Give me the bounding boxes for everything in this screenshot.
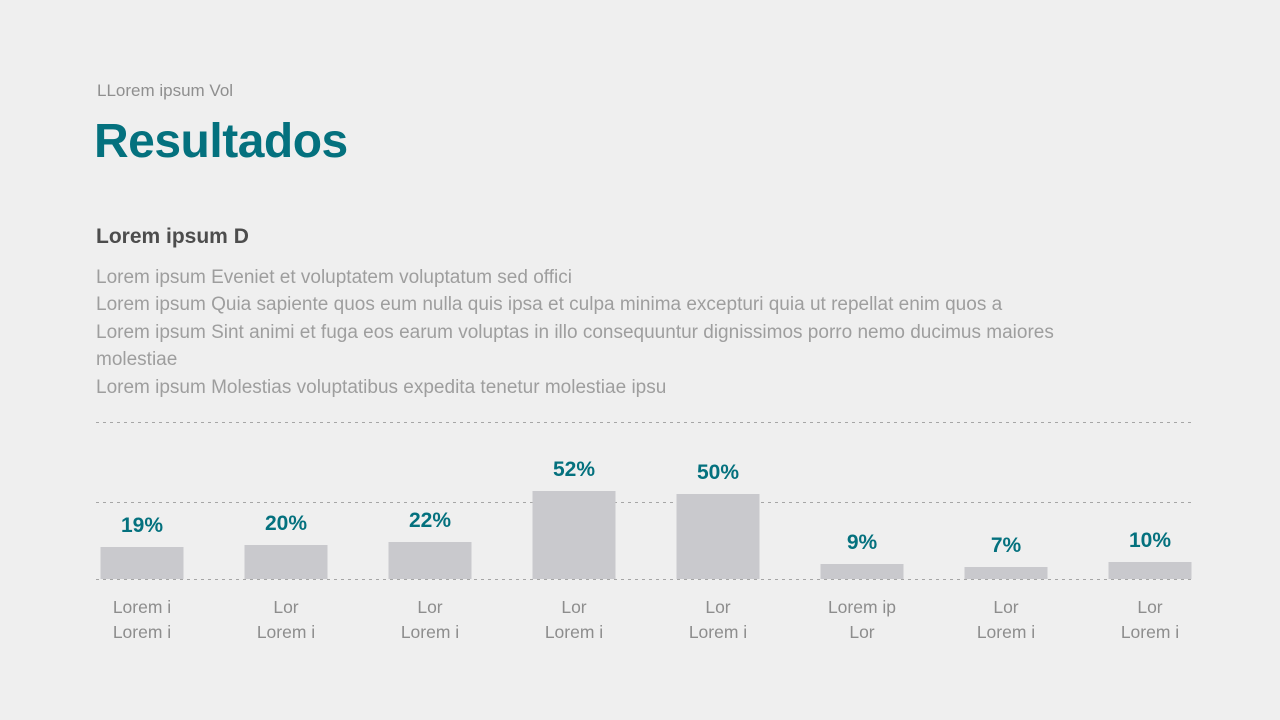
bar-value-label: 22%: [408, 508, 452, 532]
bar-category-label: Lor Lorem i: [1120, 597, 1180, 642]
bar: [1108, 562, 1192, 579]
slide-title: Resultados: [94, 115, 348, 168]
bar-value-label: 20%: [264, 512, 308, 535]
bar-column: 19% Lorem i Lorem i: [70, 445, 214, 660]
bar-category-label: Lorem i Lorem i: [112, 597, 172, 642]
body-text-line: Lorem ipsum Sint animi et fuga eos earum…: [96, 321, 1054, 371]
bar-column: 10% Lor Lorem i: [1078, 445, 1222, 660]
bar: [100, 546, 184, 579]
chart-gridline: [96, 502, 1192, 503]
bar: [532, 490, 616, 579]
bar-column: 20% Lor Lorem i: [214, 445, 358, 660]
bar: [388, 541, 472, 579]
bar-category-label: Lor Lorem i: [688, 597, 748, 642]
bar-value-label: 9%: [846, 530, 878, 554]
bar: [820, 563, 904, 579]
bar-category-label: Lor Lorem i: [976, 597, 1036, 642]
chart-baseline: [96, 579, 1192, 580]
bar-column: 7% Lor Lorem i: [934, 445, 1078, 660]
bar: [676, 494, 760, 579]
body-text-line: Lorem ipsum Molestias voluptatibus exped…: [96, 376, 667, 398]
bar-column: 9% Lorem ip Lor: [790, 445, 934, 660]
slide-kicker: LLorem ipsum Vol: [97, 81, 234, 100]
bar-category-label: Lor Lorem i: [400, 597, 460, 642]
bar: [244, 545, 328, 579]
bar-category-label: Lor Lorem i: [256, 597, 316, 642]
body-text-line: Lorem ipsum Quia sapiente quos eum nulla…: [96, 294, 1003, 316]
body-text-line: Lorem ipsum Eveniet et voluptatem volupt…: [96, 267, 572, 288]
bar-value-label: 7%: [990, 534, 1022, 558]
bar-value-label: 19%: [120, 513, 164, 537]
bar-category-label: Lorem ip Lor: [827, 597, 897, 642]
bar-column: 22% Lor Lorem i: [358, 445, 502, 660]
bar-category-label: Lor Lorem i: [544, 597, 604, 642]
bar-value-label: 10%: [1128, 529, 1172, 552]
bar-column: 50% Lor Lorem i: [646, 445, 790, 660]
bar-chart-columns: 19% Lorem i Lorem i 20% Lor Lorem i 22% Lor Lore…: [70, 445, 1222, 660]
bar-value-label: 52%: [552, 457, 596, 481]
bar: [964, 567, 1048, 579]
bar-value-label: 50%: [696, 461, 740, 484]
dotted-separator: [96, 422, 1192, 423]
bar-column: 52% Lor Lorem i: [502, 445, 646, 660]
body-text: Lorem ipsum Eveniet et voluptatem volupt…: [96, 264, 1106, 401]
section-heading: Lorem ipsum D: [96, 225, 249, 248]
bar-chart: 19% Lorem i Lorem i 20% Lor Lorem i 22% Lor Lore…: [96, 445, 1192, 660]
